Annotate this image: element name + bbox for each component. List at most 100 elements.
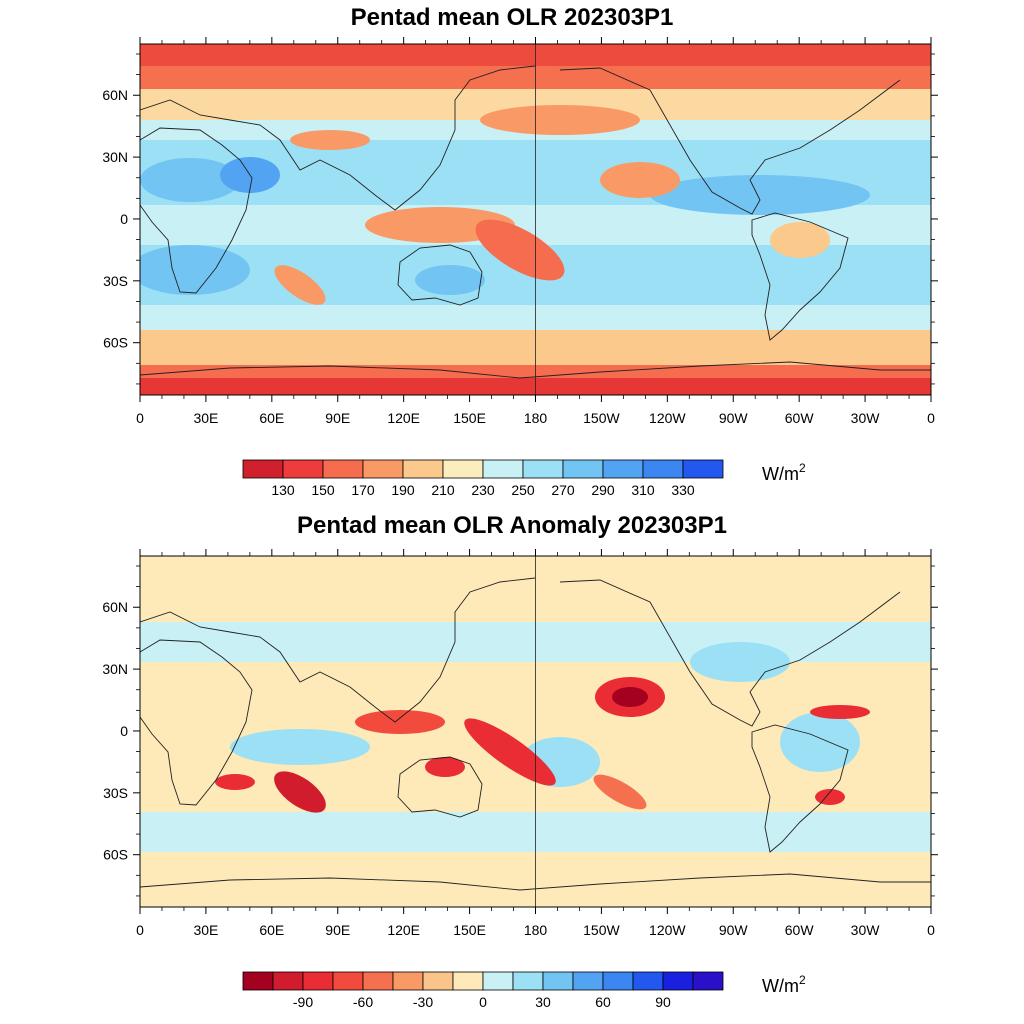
colorbar-swatch xyxy=(682,459,724,479)
australia-dry-zone xyxy=(415,265,485,295)
colorbar-swatch xyxy=(512,971,544,991)
colorbar-label: 250 xyxy=(511,482,535,498)
x-tick-label: 150E xyxy=(453,922,486,938)
south-america-coastline xyxy=(751,212,849,341)
colorbar-swatch xyxy=(692,971,724,991)
y-tick-label: 30N xyxy=(102,149,128,165)
x-tick-label: 60E xyxy=(259,922,284,938)
colorbar-swatch xyxy=(422,971,454,991)
colorbar-swatch xyxy=(482,971,514,991)
y-tick-label: 60S xyxy=(103,335,128,351)
south-indian-cloud-band xyxy=(274,265,326,305)
x-tick-label: 60W xyxy=(785,410,815,426)
colorbar-label: 270 xyxy=(551,482,575,498)
colorbar-label: 190 xyxy=(391,482,415,498)
australia-coastline xyxy=(397,756,483,818)
colorbar-swatch xyxy=(452,971,484,991)
y-tick-label: 30S xyxy=(103,273,128,289)
x-tick-label: 30E xyxy=(193,410,218,426)
x-tick-label: 150E xyxy=(453,410,486,426)
south-indian-negative xyxy=(274,771,326,813)
spcz-negative xyxy=(464,718,556,786)
pacific-negative-core xyxy=(612,687,648,707)
africa-coastline xyxy=(140,639,253,806)
colorbar-swatch xyxy=(482,459,524,479)
x-tick-label: 0 xyxy=(927,922,935,938)
antarctica-coastline xyxy=(140,361,931,379)
x-tick-label: 90E xyxy=(325,410,350,426)
eurasia-coastline xyxy=(140,577,536,723)
x-tick-label: 0 xyxy=(927,410,935,426)
colorbar-swatch xyxy=(662,971,694,991)
x-tick-label: 150W xyxy=(583,922,620,938)
x-tick-label: 120W xyxy=(649,922,686,938)
x-tick-label: 30W xyxy=(851,410,881,426)
colorbar-swatch xyxy=(242,459,284,479)
madagascar-negative xyxy=(215,774,255,790)
sahara-dry-zone xyxy=(140,158,240,202)
south-pacific-negative xyxy=(593,774,647,810)
colorbar-swatch xyxy=(602,971,634,991)
colorbar-swatch xyxy=(322,459,364,479)
x-tick-label: 180 xyxy=(524,922,548,938)
pacific-cloud-band xyxy=(600,162,680,198)
colorbar-label: 150 xyxy=(311,482,335,498)
colorbar-swatch xyxy=(572,971,604,991)
colorbar-label: 90 xyxy=(655,994,671,1010)
colorbar-label: 30 xyxy=(535,994,551,1010)
africa-coastline xyxy=(140,127,253,294)
x-tick-label: 120W xyxy=(649,410,686,426)
colorbar-swatch xyxy=(302,971,334,991)
x-tick-label: 120E xyxy=(387,410,420,426)
y-tick-label: 60N xyxy=(102,599,128,615)
colorbar-swatch xyxy=(602,459,644,479)
east-pacific-dry-zone xyxy=(650,175,870,215)
colorbar-label: 310 xyxy=(631,482,655,498)
colorbar-swatch xyxy=(522,459,564,479)
colorbar-swatch xyxy=(562,459,604,479)
y-tick-label: 30S xyxy=(103,785,128,801)
y-tick-label: 0 xyxy=(120,211,128,227)
map-axes: 0 30E 60E 90E 120E 150E 180 150W 120W 90W 60W 30W 0 6… xyxy=(102,37,938,426)
olr-anomaly-colorbar: -90 -60 -30 0 30 60 90 W/m2 xyxy=(242,971,806,1010)
amazon-convection xyxy=(770,222,830,258)
x-tick-label: 30W xyxy=(851,922,881,938)
maritime-negative xyxy=(355,710,445,734)
colorbar-label: 60 xyxy=(595,994,611,1010)
australia-coastline xyxy=(397,244,483,306)
y-tick-label: 30N xyxy=(102,661,128,677)
x-tick-label: 0 xyxy=(136,922,144,938)
colorbar-swatch xyxy=(542,971,574,991)
spcz-convection xyxy=(475,219,565,281)
atlantic-positive xyxy=(780,712,860,772)
olr-map-title: Pentad mean OLR 202303P1 xyxy=(350,4,674,31)
south-america-coastline xyxy=(751,724,849,853)
colorbar-swatch xyxy=(242,971,274,991)
eurasia-coastline xyxy=(140,65,536,211)
x-tick-label: 90W xyxy=(719,922,749,938)
colorbar-label: 130 xyxy=(271,482,295,498)
atlantic-negative xyxy=(810,705,870,719)
map-axes: 0 30E 60E 90E 120E 150E 180 150W 120W 90W 60W 30W 0 6… xyxy=(102,549,938,938)
x-tick-label: 60E xyxy=(259,410,284,426)
y-tick-label: 60S xyxy=(103,847,128,863)
colorbar-label: 290 xyxy=(591,482,615,498)
x-tick-label: 90W xyxy=(719,410,749,426)
colorbar-swatch xyxy=(362,971,394,991)
antarctica-coastline xyxy=(140,873,931,891)
colorbar-swatch xyxy=(392,971,424,991)
colorbar-swatch xyxy=(632,971,664,991)
colorbar-swatch xyxy=(402,459,444,479)
colorbar-unit: W/m2 xyxy=(762,461,806,484)
colorbar-swatch xyxy=(362,459,404,479)
indian-ocean-positive xyxy=(230,729,370,765)
colorbar-swatch xyxy=(272,971,304,991)
colorbar-label: 230 xyxy=(471,482,495,498)
colorbar-label: 330 xyxy=(671,482,695,498)
colorbar-label: -30 xyxy=(413,994,433,1010)
colorbar-label: 210 xyxy=(431,482,455,498)
x-tick-label: 90E xyxy=(325,922,350,938)
colorbar-unit: W/m2 xyxy=(762,973,806,996)
colorbar-swatch xyxy=(642,459,684,479)
east-asia-cloud xyxy=(290,130,370,150)
